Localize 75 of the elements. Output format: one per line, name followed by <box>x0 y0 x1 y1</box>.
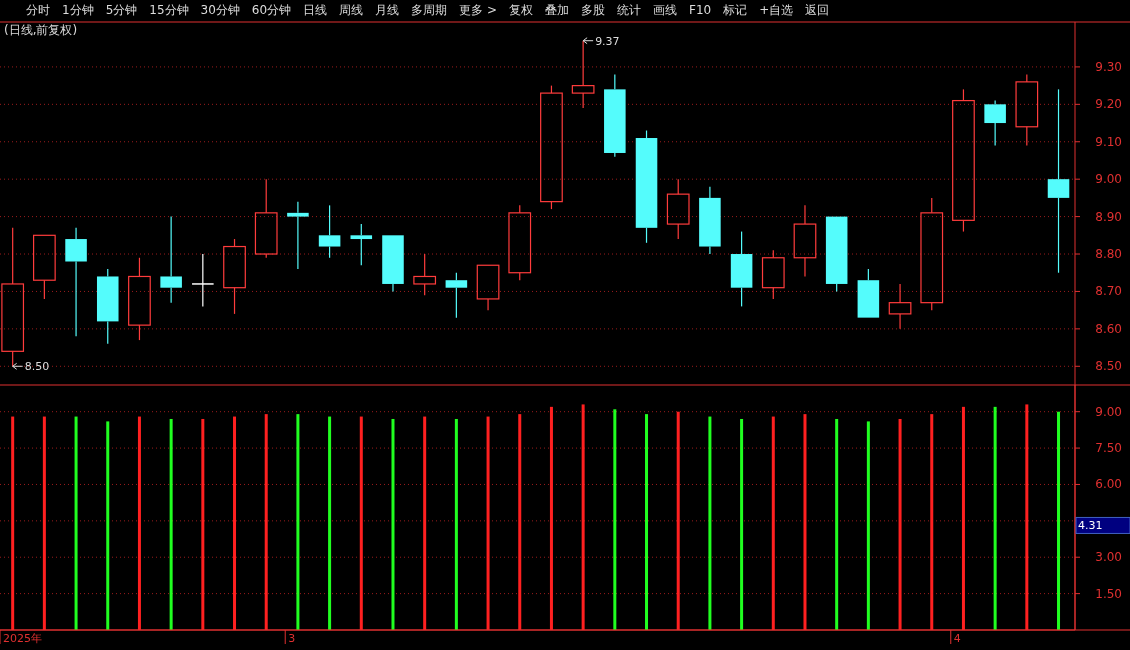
bar <box>264 414 268 630</box>
y-tick-label: 3.00 <box>1095 550 1122 565</box>
chart-title: (日线,前复权) <box>4 23 78 37</box>
bar <box>1025 404 1029 630</box>
bar <box>391 418 395 630</box>
bar <box>42 416 46 630</box>
text: F10 <box>689 3 712 17</box>
y-tick-label: 9.00 <box>1095 404 1122 419</box>
bar <box>898 418 902 630</box>
bar <box>233 416 237 630</box>
text: 标记 <box>722 3 748 17</box>
text: 周线 <box>339 3 364 17</box>
text: 画线 <box>653 3 677 17</box>
x-tick-label: 3 <box>288 632 296 645</box>
y-tick-label: 1.50 <box>1095 586 1122 601</box>
bar <box>613 409 617 630</box>
y-tick-label: 9.20 <box>1095 97 1122 112</box>
text: 日线 <box>303 3 328 17</box>
text: 多股 <box>581 3 605 17</box>
bar <box>803 414 807 630</box>
text: +自选 <box>759 3 794 17</box>
annotation: 8.50 <box>24 360 50 374</box>
y-tick-label: 8.60 <box>1095 321 1122 336</box>
bar <box>1057 411 1061 630</box>
text: 多周期 <box>411 3 448 17</box>
bar <box>169 418 173 630</box>
y-tick-label: 6.00 <box>1095 477 1122 492</box>
bar <box>866 421 870 630</box>
text: 统计 <box>617 3 641 17</box>
annotation: 9.37 <box>595 34 620 48</box>
bar <box>645 414 649 630</box>
bar <box>771 416 775 630</box>
y-tick-label: 8.70 <box>1095 284 1122 299</box>
bar <box>137 416 141 630</box>
text: 返回 <box>805 3 830 17</box>
bar <box>74 416 78 630</box>
y-tick-label: 9.10 <box>1095 134 1122 149</box>
bar <box>835 418 839 630</box>
bar <box>201 418 205 630</box>
bar <box>486 416 490 630</box>
bar <box>993 406 997 630</box>
x-tick-label: 2025年 <box>3 632 42 645</box>
y-tick-label: 8.90 <box>1095 209 1122 224</box>
bar <box>11 416 15 630</box>
bar <box>708 416 712 630</box>
bar <box>961 406 965 630</box>
y-tick-label: 9.30 <box>1095 59 1122 74</box>
text: 月线 <box>375 3 400 17</box>
text: 15分钟 <box>149 3 189 17</box>
bar <box>454 418 458 630</box>
bar <box>423 416 427 630</box>
text: 复权 <box>509 3 533 17</box>
y-tick-label: 7.50 <box>1095 441 1122 456</box>
y-tick-label: 8.80 <box>1095 247 1122 262</box>
y-tick-label: 9.00 <box>1095 172 1122 187</box>
bar <box>740 418 744 630</box>
y-tick-label: 8.50 <box>1095 359 1122 374</box>
text: 1分钟 <box>62 3 94 17</box>
x-tick-label: 4 <box>953 632 961 645</box>
bar <box>676 411 680 630</box>
text: 4.31 <box>1078 519 1103 533</box>
bar <box>359 416 363 630</box>
text: 叠加 <box>545 3 569 17</box>
text: 更多 > <box>459 3 497 17</box>
bar <box>549 406 553 630</box>
text: 5分钟 <box>105 3 138 17</box>
bar <box>930 414 934 630</box>
text: 30分钟 <box>200 3 240 17</box>
bar <box>518 414 522 630</box>
bar <box>296 414 300 630</box>
bar <box>106 421 110 630</box>
bar <box>581 404 585 630</box>
text: 60分钟 <box>251 3 292 17</box>
text: 分时 <box>26 3 50 17</box>
bar <box>328 416 332 630</box>
